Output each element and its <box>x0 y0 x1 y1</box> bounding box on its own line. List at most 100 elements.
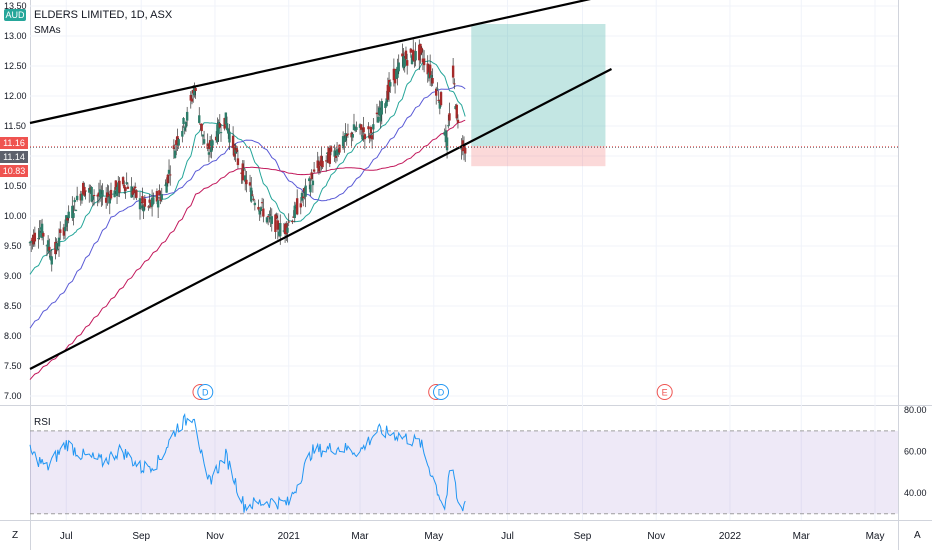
candle-body <box>56 248 60 250</box>
candle-body <box>217 121 220 135</box>
candle-body <box>360 124 363 130</box>
rsi-label[interactable]: RSI <box>34 417 51 428</box>
candle-body <box>240 172 243 174</box>
candle-body <box>183 127 186 131</box>
y-tick-label: 9.00 <box>4 271 22 281</box>
candle-body <box>324 160 328 162</box>
candle-body <box>75 195 79 201</box>
y-tick-label: 8.00 <box>4 331 22 341</box>
candle-body <box>104 197 108 203</box>
candle-body <box>312 169 316 172</box>
candle-body <box>401 53 404 57</box>
trendline <box>29 0 591 125</box>
candle-body <box>125 182 128 184</box>
candle-body <box>54 241 57 255</box>
candle-body <box>346 133 350 135</box>
candle-body <box>454 106 457 110</box>
candle-body <box>421 58 425 63</box>
candle-body <box>133 186 137 189</box>
candle-body <box>109 189 113 199</box>
candle-body <box>329 146 333 152</box>
candle-body <box>199 123 202 125</box>
candle-body <box>464 147 467 154</box>
candle-body <box>42 233 45 237</box>
candle-body <box>201 134 205 137</box>
candle-body <box>351 134 354 138</box>
candle-body <box>350 132 353 138</box>
earnings-marker <box>656 384 673 400</box>
candle-body <box>38 230 41 238</box>
candle-body <box>184 121 188 128</box>
candle-body <box>231 135 235 149</box>
candle-body <box>344 133 347 141</box>
candle-body <box>223 117 226 129</box>
candle-body <box>108 196 111 204</box>
auto-scale-button[interactable]: A <box>914 530 921 541</box>
candle-body <box>308 178 311 182</box>
candle-body <box>380 101 383 115</box>
candle-body <box>115 186 119 196</box>
candle-body <box>414 51 417 61</box>
candle-body <box>327 147 330 163</box>
candle-body <box>386 84 390 100</box>
candle-body <box>438 100 442 109</box>
candle-body <box>121 177 125 185</box>
candle-body <box>455 104 458 119</box>
candle-body <box>443 131 446 136</box>
candle-body <box>285 223 288 235</box>
symbol-title[interactable]: ELDERS LIMITED, 1D, ASX <box>34 9 173 21</box>
candle-body <box>243 175 247 182</box>
candle-body <box>33 232 37 242</box>
candle-body <box>245 179 248 185</box>
candle-body <box>367 126 370 130</box>
candle-body <box>114 180 118 190</box>
candle-body <box>291 220 294 223</box>
candle-body <box>218 123 221 128</box>
x-tick-label: Nov <box>206 531 224 542</box>
candle-body <box>395 69 398 79</box>
candle-body <box>447 125 450 127</box>
rsi-line <box>29 412 466 513</box>
candle-body <box>57 237 61 247</box>
x-tick-label: May <box>866 531 885 542</box>
candle-body <box>227 128 230 134</box>
candle-body <box>363 134 367 140</box>
candle-body <box>194 88 197 92</box>
candle-body <box>397 62 400 72</box>
candle-body <box>118 180 121 193</box>
candle-body <box>393 69 397 84</box>
candle-body <box>177 139 180 146</box>
candle-body <box>309 184 312 193</box>
candle-body <box>148 199 151 203</box>
candle-body <box>345 134 348 137</box>
candle-body <box>113 190 116 198</box>
candle-body <box>295 198 299 215</box>
candle-body <box>431 77 434 84</box>
candle-body <box>236 158 240 166</box>
candle-body <box>176 135 179 144</box>
candle-body <box>92 195 96 197</box>
candle-body <box>418 44 421 61</box>
candle-body <box>439 92 443 106</box>
candle-body <box>123 184 126 189</box>
candle-body <box>233 145 236 157</box>
candle-body <box>234 149 237 154</box>
candle-body <box>83 186 86 196</box>
rsi-tick-label: 40.00 <box>904 488 927 498</box>
currency-badge[interactable]: AUD <box>4 9 26 21</box>
candle-body <box>71 205 74 219</box>
candle-body <box>89 187 92 191</box>
candle-body <box>72 213 75 218</box>
zoom-icon[interactable]: Z <box>12 530 19 541</box>
candle-body <box>50 256 53 265</box>
candle-body <box>445 137 449 151</box>
candle-body <box>155 191 159 202</box>
candle-body <box>59 229 62 233</box>
candle-body <box>248 182 252 186</box>
candle-body <box>181 130 184 137</box>
candle-body <box>270 216 273 224</box>
indicator-label[interactable]: SMAs <box>34 25 61 36</box>
candle-body <box>62 227 66 236</box>
